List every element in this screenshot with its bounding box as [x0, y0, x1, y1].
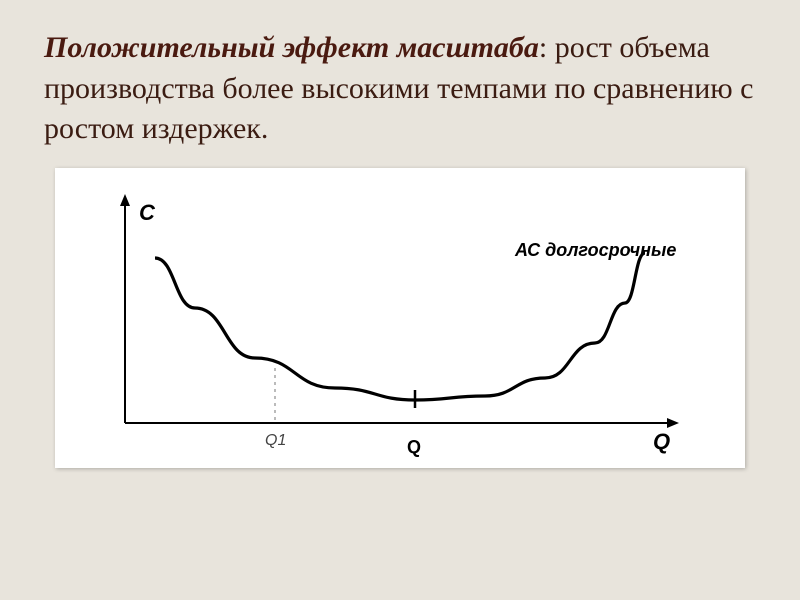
- slide: Положительный эффект масштаба: рост объе…: [0, 0, 800, 600]
- curve-label: АС долгосрочные: [514, 240, 676, 260]
- definition-colon: :: [539, 31, 547, 64]
- y-axis-label: C: [139, 200, 156, 225]
- q-center-label: Q: [407, 437, 421, 457]
- definition-term: Положительный эффект масштаба: [44, 31, 539, 64]
- q1-label: Q1: [265, 432, 286, 449]
- x-axis-arrow: [667, 418, 679, 428]
- x-axis-label: Q: [653, 429, 670, 454]
- chart-svg: C Q АС долгосрочные Q1 Q: [55, 168, 745, 468]
- y-axis-arrow: [120, 194, 130, 206]
- ac-curve: [155, 253, 645, 400]
- chart-container: C Q АС долгосрочные Q1 Q: [55, 168, 745, 468]
- definition-text: Положительный эффект масштаба: рост объе…: [44, 28, 756, 150]
- q1-label-text: Q1: [265, 432, 286, 449]
